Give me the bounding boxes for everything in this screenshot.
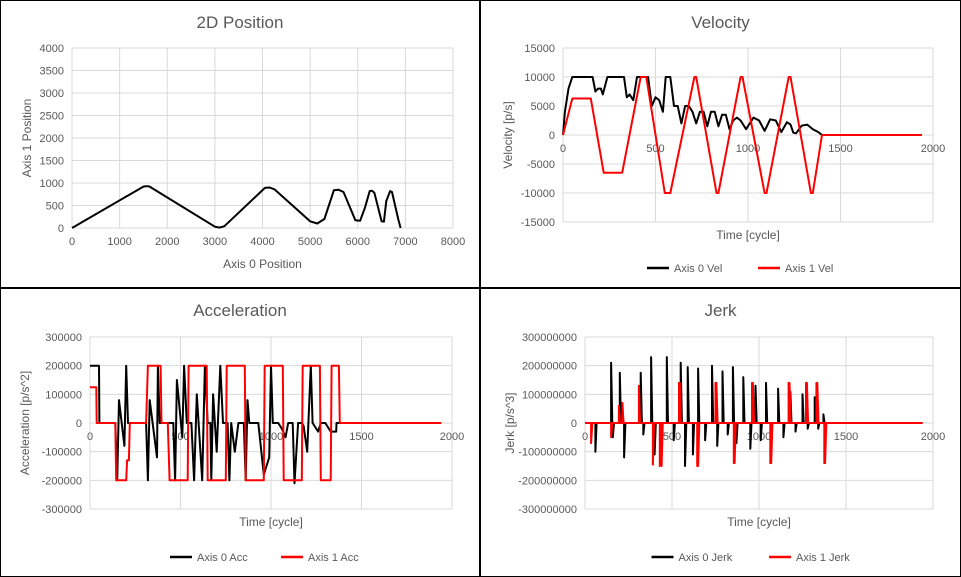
x-tick-label: 1500 (828, 143, 852, 155)
y-tick-label: -100000000 (518, 447, 577, 459)
x-tick-label: 0 (582, 431, 588, 443)
x-tick-label: 1500 (834, 431, 858, 443)
x-tick-label: 8000 (441, 236, 465, 248)
y-tick-label: 2500 (40, 111, 64, 123)
y-tick-label: -5000 (527, 159, 555, 171)
series-line-axis-0-vel (562, 76, 922, 136)
legend-item: Axis 0 Acc (170, 552, 248, 564)
x-tick-label: 1000 (107, 236, 131, 248)
y-tick-label: 3500 (40, 66, 64, 78)
y-tick-label: 2000 (40, 133, 64, 145)
x-tick-label: 3000 (203, 236, 227, 248)
y-axis-label: Axis 1 Position (20, 99, 34, 178)
y-axis-label: Acceleration [p/s^2] (18, 371, 32, 475)
legend-item: Axis 1 Jerk (769, 552, 850, 564)
series-line-axis-1-acc (90, 364, 442, 482)
chart-1: 2D Position 0 500 1000 1500 2000 2500 3000 3500 4… (20, 13, 465, 271)
y-tick-label: 300000 (45, 332, 82, 344)
chart-3: Acceleration -300000 -200000 -100000 0 100000… (18, 301, 464, 564)
y-tick-label: 15000 (524, 43, 555, 55)
legend-item: Axis 0 Vel (647, 263, 722, 275)
y-tick-label: 200000 (45, 361, 82, 373)
y-tick-label: 300000000 (522, 332, 577, 344)
series-line-axis-1-vel (562, 76, 922, 194)
x-tick-label: 1500 (349, 431, 373, 443)
chart-title: 2D Position (197, 13, 284, 32)
chart-2: Velocity-15000-10000-5000050001000015000… (501, 13, 945, 275)
x-tick-label: 7000 (393, 236, 417, 248)
legend-label: Axis 1 Acc (308, 552, 359, 564)
chart-title: Velocity (691, 13, 750, 32)
legend-item: Axis 0 Jerk (651, 552, 733, 564)
y-tick-label: 200000000 (522, 361, 577, 373)
x-tick-label: 0 (560, 143, 566, 155)
legend-label: Axis 0 Acc (197, 552, 248, 564)
x-tick-label: 1000 (736, 143, 760, 155)
series-line-axis-1-jerk (585, 381, 923, 467)
x-tick-label: 6000 (346, 236, 370, 248)
x-tick-label: 2000 (921, 431, 945, 443)
y-tick-label: 0 (58, 223, 64, 235)
y-tick-label: 5000 (531, 101, 555, 113)
y-tick-label: -15000 (521, 217, 555, 229)
x-tick-label: 500 (663, 431, 681, 443)
y-tick-label: -100000 (42, 447, 82, 459)
y-tick-label: 10000 (524, 72, 555, 84)
x-tick-label: 500 (646, 143, 664, 155)
x-tick-label: 2000 (921, 143, 945, 155)
y-tick-label: 0 (76, 418, 82, 430)
legend-label: Axis 0 Jerk (679, 552, 733, 564)
y-tick-label: 4000 (40, 43, 64, 55)
series-line-path (71, 185, 402, 229)
x-axis-label: Time [cycle] (239, 515, 303, 529)
legend-item: Axis 1 Acc (281, 552, 359, 564)
x-tick-label: 2000 (440, 431, 464, 443)
x-tick-label: 4000 (250, 236, 274, 248)
y-tick-label: 1500 (40, 156, 64, 168)
legend-label: Axis 1 Vel (785, 263, 833, 275)
x-tick-label: 2000 (155, 236, 179, 248)
y-tick-label: 500 (46, 201, 64, 213)
legend-item: Axis 1 Vel (758, 263, 833, 275)
y-tick-label: 0 (549, 130, 555, 142)
legend-label: Axis 0 Vel (674, 263, 722, 275)
x-axis-label: Axis 0 Position (223, 257, 302, 271)
x-tick-label: 0 (87, 431, 93, 443)
y-tick-label: -300000000 (518, 504, 577, 516)
y-tick-label: -10000 (521, 188, 555, 200)
y-tick-label: 100000 (45, 389, 82, 401)
y-axis-label: Velocity [p/s] (501, 101, 515, 168)
x-tick-label: 5000 (298, 236, 322, 248)
y-tick-label: -200000 (42, 475, 82, 487)
x-tick-label: 0 (69, 236, 75, 248)
x-tick-label: 1000 (259, 431, 283, 443)
chart-title: Jerk (704, 301, 737, 320)
x-tick-label: 1000 (747, 431, 771, 443)
y-tick-label: -200000000 (518, 475, 577, 487)
y-tick-label: 1000 (40, 178, 64, 190)
x-axis-label: Time [cycle] (716, 228, 780, 242)
chart-title: Acceleration (193, 301, 287, 320)
legend-label: Axis 1 Jerk (796, 552, 850, 564)
y-tick-label: 100000000 (522, 389, 577, 401)
y-axis-label: Jerk [p/s^3] (503, 393, 517, 454)
x-axis-label: Time [cycle] (727, 515, 791, 529)
y-tick-label: 0 (571, 418, 577, 430)
y-tick-label: 3000 (40, 88, 64, 100)
y-tick-label: -300000 (42, 504, 82, 516)
chart-4: Jerk-300000000-200000000-100000000010000… (503, 301, 945, 564)
